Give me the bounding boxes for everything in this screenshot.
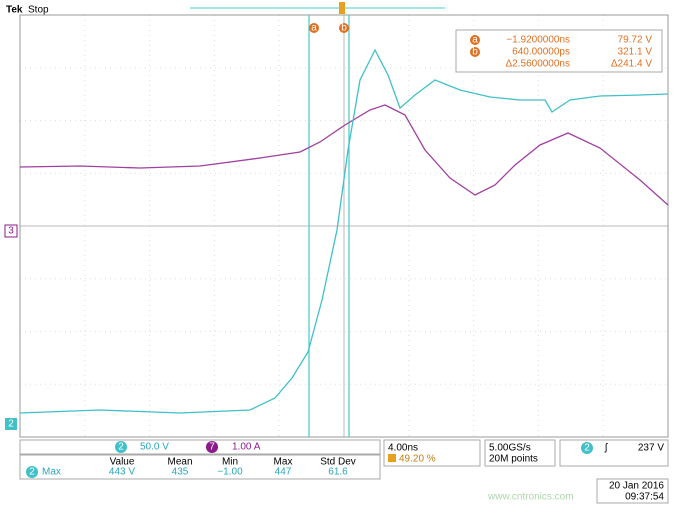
ch2-trace <box>19 48 669 414</box>
timebase-scale: 4.00ns <box>388 443 418 454</box>
cursor-b-label: b <box>341 23 347 34</box>
meas-value: −1.00 <box>217 467 243 478</box>
acq-box <box>484 439 556 467</box>
readout-a-label: a <box>472 35 478 46</box>
timebase-box <box>383 439 481 467</box>
meas-value: 435 <box>172 467 189 478</box>
meas-header: Max <box>274 457 293 468</box>
meas-value: 443 V <box>109 467 135 478</box>
readout-a-marker <box>470 35 480 45</box>
ch7-id: 7 <box>209 442 215 453</box>
ch7-badge <box>206 441 218 453</box>
ch3-marker <box>4 224 18 238</box>
trigger-box <box>559 439 669 467</box>
time: 09:37:54 <box>625 492 664 503</box>
date: 20 Jan 2016 <box>609 481 664 492</box>
ch2-id: 2 <box>118 442 124 453</box>
trigger-pos <box>339 2 345 14</box>
meas-header: Std Dev <box>320 457 356 468</box>
meas-header: Min <box>222 457 238 468</box>
meas-value: 447 <box>275 467 292 478</box>
readout-delta-value: Δ241.4 V <box>611 59 652 70</box>
brand: Tek <box>6 5 23 16</box>
meas-ch: 2 <box>29 467 35 478</box>
datetime-box <box>596 478 669 504</box>
trigger-level: 237 V <box>638 443 664 454</box>
measurement-box <box>19 454 381 480</box>
readout-b-label: b <box>472 47 478 58</box>
sample-rate: 5.00GS/s <box>489 443 531 454</box>
readout-value: 321.1 V <box>618 47 653 58</box>
ch3-trace <box>19 104 669 206</box>
readout-b-marker <box>470 47 480 57</box>
trigger-icon <box>388 454 396 462</box>
readout-delta-time: Δ2.5600000ns <box>505 59 570 70</box>
meas-header: Mean <box>167 457 192 468</box>
timebase-position: 49.20 % <box>399 454 436 465</box>
readout-time: −1.9200000ns <box>506 35 570 46</box>
ch2-label: 2 <box>8 419 14 430</box>
meas-ch-badge <box>26 466 38 478</box>
trigger-channel: 2 <box>584 443 590 454</box>
channel-bar <box>19 439 381 455</box>
record-length: 20M points <box>489 454 538 465</box>
ch2-marker <box>5 418 17 430</box>
meas-header: Value <box>110 457 135 468</box>
cursor-b-marker <box>339 23 349 33</box>
meas-value: 61.6 <box>328 467 348 478</box>
readout-value: 79.72 V <box>618 35 653 46</box>
status: Stop <box>28 5 49 16</box>
cursor-a-marker <box>309 23 319 33</box>
readout-time: 640.00000ps <box>512 47 570 58</box>
ch7-scale: 1.00 A <box>232 442 261 453</box>
trigger-ch-badge <box>581 442 593 454</box>
readout-box <box>455 29 663 73</box>
ch2-scale: 50.0 V <box>140 442 169 453</box>
frame <box>19 14 669 438</box>
ch3-label: 3 <box>8 226 14 237</box>
meas-name: Max <box>42 467 61 478</box>
ch2-badge <box>115 441 127 453</box>
trigger-slope: ʃ <box>604 443 608 454</box>
watermark: www.cntronics.com <box>487 492 574 503</box>
cursor-a-label: a <box>311 23 317 34</box>
